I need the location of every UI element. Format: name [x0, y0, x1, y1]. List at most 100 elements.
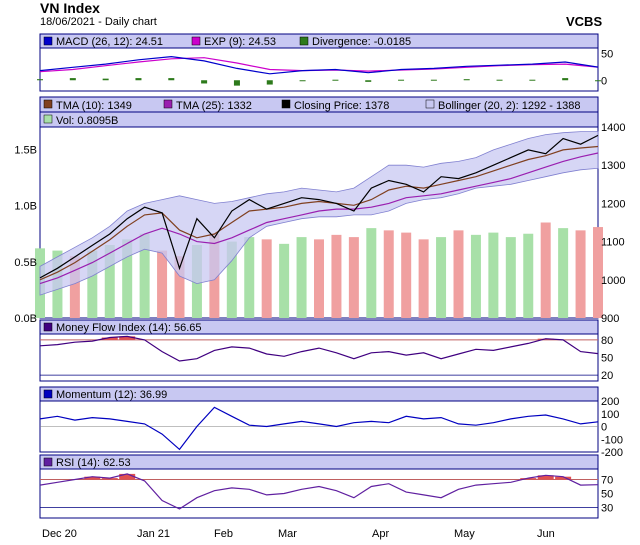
- rsi-fill: [520, 478, 537, 480]
- divergence-bar: [168, 78, 175, 81]
- momentum-legend: [39, 386, 599, 402]
- mfi-line: [39, 335, 599, 362]
- volume-axis-tick-0: 1.5B: [14, 144, 37, 156]
- mfi-fill: [101, 337, 118, 340]
- momentum-axis-tick-3: -100: [601, 434, 623, 446]
- x-axis-label-4: Apr: [372, 528, 389, 540]
- volume-bar: [453, 230, 464, 318]
- divergence-bar: [201, 80, 208, 84]
- mfi-legend: [39, 319, 599, 335]
- macd-legend-swatch-0: [43, 36, 53, 46]
- divergence-bar: [69, 78, 76, 81]
- tma10-line: [39, 145, 599, 281]
- volume-bar: [593, 227, 603, 318]
- tma25-line: [39, 152, 599, 285]
- volume-bar: [488, 232, 499, 318]
- volume-bar: [314, 239, 324, 318]
- divergence-bar: [37, 79, 43, 81]
- momentum-legend-swatch-0: [43, 389, 53, 399]
- volume-axis-tick-2: 0.5B: [14, 257, 37, 269]
- divergence-bar: [430, 79, 437, 81]
- chart-title: VN Index: [40, 0, 100, 16]
- price-legend-swatch-2: [281, 99, 291, 109]
- momentum-axis-tick-1: 100: [601, 409, 619, 421]
- mfi-fill: [119, 336, 136, 340]
- mfi-legend-label-0: Money Flow Index (14): 56.65: [56, 322, 202, 334]
- divergence-bar: [233, 80, 240, 86]
- divergence-bar: [529, 79, 536, 81]
- rsi-line: [39, 473, 599, 510]
- volume-bar: [558, 228, 569, 318]
- momentum-legend-label-0: Momentum (12): 36.99: [56, 389, 167, 401]
- volume-bar: [348, 237, 359, 318]
- volume-bar: [383, 230, 394, 318]
- rsi-fill: [555, 476, 572, 480]
- x-axis-label-5: May: [454, 528, 475, 540]
- volume-bar: [122, 239, 133, 318]
- macd-legend-swatch-1: [191, 36, 201, 46]
- divergence-bar: [332, 79, 339, 81]
- divergence-bar: [562, 78, 569, 81]
- price-axis-tick-5: 900: [601, 313, 619, 325]
- x-axis-label-6: Jun: [537, 528, 555, 540]
- macd-legend-label-1: EXP (9): 24.53: [204, 36, 276, 48]
- chart-subtitle: 18/06/2021 - Daily chart: [40, 16, 157, 28]
- volume-bar: [470, 234, 481, 318]
- divergence-bar: [365, 80, 372, 82]
- divergence-bar: [398, 79, 405, 81]
- volume-bar: [540, 222, 551, 318]
- divergence-bar: [299, 80, 306, 82]
- rsi-fill: [537, 475, 554, 480]
- macd-legend-label-2: Divergence: -0.0185: [312, 36, 411, 48]
- price-legend-row2: [39, 111, 599, 128]
- price-axis-tick-4: 1000: [601, 275, 625, 287]
- volume-bar: [505, 237, 516, 318]
- momentum-axis-tick-2: 0: [601, 422, 607, 434]
- macd-legend-label-0: MACD (26, 12): 24.51: [56, 36, 163, 48]
- mfi-axis-tick-0: 80: [601, 335, 613, 347]
- momentum-axis-tick-0: 200: [601, 396, 619, 408]
- price-legend-label-1: TMA (25): 1332: [176, 100, 252, 112]
- momentum-axis-tick-4: -200: [601, 447, 623, 459]
- rsi-axis-tick-2: 30: [601, 503, 613, 515]
- volume-axis-tick-3: 0.0B: [14, 313, 37, 325]
- volume-bar: [157, 250, 168, 318]
- volume-bar: [226, 241, 237, 318]
- price-legend-swatch-4: [43, 114, 53, 124]
- x-axis-label-3: Mar: [278, 528, 297, 540]
- macd-axis-tick-0: 50: [601, 48, 613, 60]
- divergence-bar: [496, 79, 503, 81]
- divergence-bar: [463, 79, 470, 81]
- price-axis-tick-3: 1100: [601, 237, 625, 249]
- volume-bar: [418, 239, 429, 318]
- momentum-line: [39, 406, 599, 451]
- mfi-axis-tick-2: 20: [601, 370, 613, 382]
- rsi-legend-swatch-0: [43, 457, 53, 467]
- volume-bar: [87, 250, 98, 318]
- macd-axis-tick-1: 0: [601, 75, 607, 87]
- price-legend-label-4: Vol: 0.8095B: [56, 115, 118, 127]
- divergence-bar: [266, 80, 273, 85]
- divergence-bar: [102, 78, 109, 81]
- volume-bar: [69, 256, 80, 318]
- volume-bar: [331, 234, 342, 318]
- mfi-legend-swatch-0: [43, 322, 53, 332]
- volume-bar: [261, 239, 272, 318]
- macd-legend: [39, 33, 599, 49]
- volume-bar: [174, 256, 185, 318]
- rsi-axis-tick-1: 50: [601, 489, 613, 501]
- x-axis-label-2: Feb: [214, 528, 233, 540]
- volume-bar: [401, 232, 412, 318]
- volume-bar: [575, 230, 586, 318]
- rsi-fill: [119, 473, 136, 480]
- price-legend-swatch-0: [43, 99, 53, 109]
- volume-bar: [279, 243, 290, 318]
- divergence-bar: [595, 80, 601, 82]
- rsi-axis-tick-0: 70: [601, 475, 613, 487]
- macd-line: [39, 55, 599, 75]
- bollinger-band: [39, 131, 599, 296]
- price-legend-label-2: Closing Price: 1378: [294, 100, 389, 112]
- volume-bar: [523, 233, 534, 318]
- rsi-fill: [84, 476, 101, 480]
